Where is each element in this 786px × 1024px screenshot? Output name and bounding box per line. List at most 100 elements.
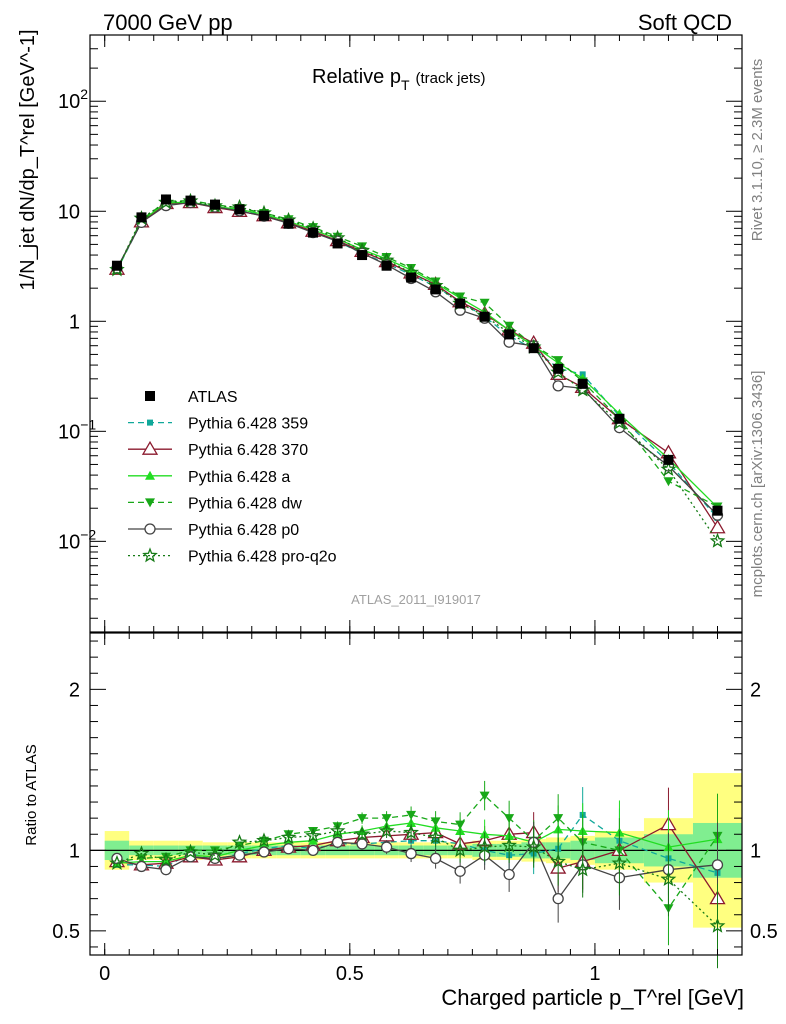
series-point-ratio — [182, 843, 199, 859]
series-point-ratio — [160, 852, 171, 862]
series-point-ratio — [160, 864, 172, 876]
top-y-tick-label: 10−2 — [58, 526, 96, 553]
legend-label: Pythia 6.428 a — [188, 469, 290, 486]
data-point-atlas — [614, 413, 625, 424]
bottom-y-tick-label-right: 1 — [750, 840, 761, 862]
series-point-ratio — [550, 853, 567, 869]
series-point-top — [553, 356, 564, 366]
data-point-atlas — [406, 272, 417, 283]
legend-label: Pythia 6.428 p0 — [188, 522, 299, 539]
data-point-atlas — [504, 329, 515, 340]
legend-item: Pythia 6.428 dw — [128, 495, 302, 512]
series-point-ratio — [476, 838, 493, 854]
series-point-ratio — [403, 824, 420, 840]
legend-label: Pythia 6.428 pro-q2o — [188, 549, 337, 566]
series-point-ratio — [406, 810, 417, 820]
legend-label: Pythia 6.428 370 — [188, 442, 308, 459]
legend-label: Pythia 6.428 359 — [188, 416, 308, 433]
series-point-ratio — [233, 849, 246, 861]
data-point-atlas — [455, 298, 466, 309]
series-point-ratio — [133, 845, 150, 861]
series-point-top — [357, 242, 368, 252]
data-point-atlas — [185, 195, 196, 206]
legend-item: Pythia 6.428 a — [128, 469, 290, 486]
legend-marker — [142, 547, 158, 563]
series-point-ratio — [109, 854, 125, 870]
bottom-y-tick-label-left: 0.5 — [52, 921, 80, 943]
series-point-ratio — [503, 868, 515, 881]
top-y-tick-label: 102 — [58, 86, 88, 113]
legend-label: Pythia 6.428 dw — [188, 495, 302, 512]
series-point-top — [406, 264, 417, 274]
series-point-ratio — [405, 847, 417, 860]
series-point-ratio — [331, 836, 344, 848]
series-point-ratio — [356, 838, 368, 850]
series-point-top — [663, 477, 674, 487]
series-point-ratio — [207, 846, 223, 862]
x-tick-label: 0.5 — [336, 963, 364, 985]
x-tick-label: 1 — [589, 963, 600, 985]
data-point-atlas — [577, 378, 588, 389]
series-point-ratio — [525, 838, 542, 854]
series-point-top — [709, 519, 726, 534]
x-tick-label: 0 — [99, 963, 110, 985]
series-point-ratio — [479, 791, 490, 801]
bottom-y-axis-label: Ratio to ATLAS — [23, 744, 40, 845]
legend-marker — [141, 440, 159, 455]
series-point-ratio — [357, 814, 368, 824]
legend-item: ATLAS — [145, 389, 238, 406]
bottom-panel-frame — [89, 632, 743, 956]
data-point-atlas — [357, 250, 368, 261]
bottom-y-tick-label-left: 2 — [69, 679, 80, 701]
top-y-axis-label: 1/N_jet dN/dp_T^rel [GeV^-1] — [17, 29, 39, 290]
series-point-ratio — [552, 893, 564, 905]
series-point-ratio — [282, 843, 295, 855]
series-point-ratio — [280, 829, 297, 845]
series-point-ratio — [660, 870, 677, 887]
series-point-ratio — [504, 814, 515, 824]
series-point-top — [430, 277, 441, 287]
header-right: Soft QCD — [638, 10, 732, 35]
series-point-ratio — [308, 827, 319, 837]
top-y-tick-label: 1 — [69, 311, 80, 333]
series-point-ratio — [381, 814, 392, 824]
legend-label: ATLAS — [188, 389, 238, 406]
data-point-atlas — [332, 238, 343, 249]
data-point-atlas — [283, 218, 294, 229]
series-point-ratio — [185, 846, 196, 856]
series-point-ratio — [378, 822, 395, 838]
series-point-ratio — [455, 820, 466, 830]
series-3 — [111, 197, 723, 885]
plot-title: Relative pT (track jets) — [312, 66, 486, 93]
legend-item: Pythia 6.428 p0 — [128, 522, 299, 539]
data-point-atlas — [381, 260, 392, 271]
series-point-ratio — [305, 827, 321, 843]
legend-item: Pythia 6.428 370 — [128, 440, 308, 459]
legend-marker — [145, 498, 155, 508]
legend-item: Pythia 6.428 359 — [128, 416, 308, 433]
legend-marker — [145, 470, 155, 480]
series-point-top — [381, 253, 392, 263]
series-point-ratio — [709, 917, 726, 933]
series-point-ratio — [611, 854, 628, 870]
series-point-ratio — [307, 844, 319, 856]
data-point-atlas — [234, 204, 245, 215]
data-point-atlas — [553, 363, 564, 374]
series-point-ratio — [256, 832, 272, 848]
data-point-atlas — [479, 311, 490, 322]
data-point-atlas — [160, 194, 171, 205]
series-point-ratio — [452, 842, 469, 858]
bottom-y-tick-label-left: 1 — [69, 840, 80, 862]
series-point-ratio — [430, 817, 441, 827]
series-point-ratio — [429, 852, 442, 865]
analysis-watermark: ATLAS_2011_I919017 — [351, 592, 481, 607]
top-panel-frame — [89, 34, 743, 633]
series-point-top — [660, 461, 677, 477]
x-axis-label: Charged particle p_T^rel [GeV] — [441, 985, 744, 1010]
series-point-ratio — [329, 822, 346, 838]
mcplots-label: mcplots.cern.ch [arXiv:1306.3436] — [749, 371, 766, 598]
data-point-atlas — [136, 212, 147, 223]
header-left: 7000 GeV pp — [103, 10, 233, 35]
series-line-top — [116, 200, 719, 542]
